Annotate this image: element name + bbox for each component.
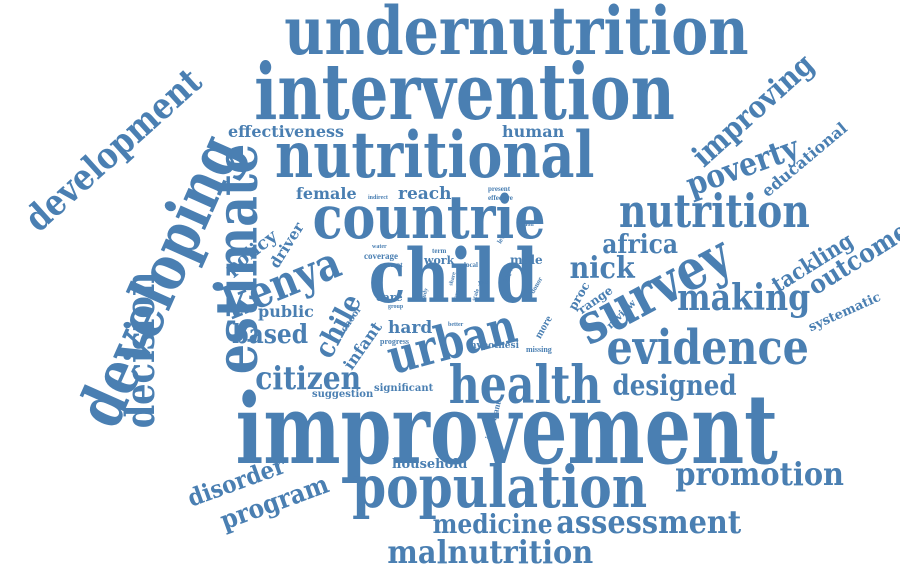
word-child: child bbox=[368, 234, 539, 320]
word-better: better bbox=[448, 322, 464, 328]
word-suggestion: suggestion bbox=[312, 389, 374, 400]
word-based: based bbox=[232, 320, 309, 350]
word-work: work bbox=[424, 254, 455, 267]
word-evidence: evidence bbox=[606, 320, 809, 376]
word-hard: hard bbox=[388, 318, 433, 338]
word-indirect: indirect bbox=[368, 195, 388, 201]
word-medicine: medicine bbox=[432, 510, 553, 540]
word-human: human bbox=[502, 122, 565, 141]
word-intervention: intervention bbox=[254, 47, 675, 138]
word-promotion: promotion bbox=[675, 455, 844, 493]
word-designed: designed bbox=[612, 369, 737, 402]
word-making: making bbox=[677, 277, 811, 319]
word-assessment: assessment bbox=[556, 503, 742, 541]
word-countrie: countrie bbox=[312, 183, 546, 253]
word-significant: significant bbox=[374, 383, 434, 394]
word-effective: effective bbox=[488, 194, 513, 202]
word-undernutrition: undernutrition bbox=[284, 0, 749, 70]
word-public: public bbox=[258, 302, 314, 321]
word-health: health bbox=[448, 355, 602, 416]
word-care: care bbox=[376, 291, 403, 304]
word-citizen: citizen bbox=[255, 359, 362, 397]
word-nutrition: nutrition bbox=[618, 184, 810, 238]
word-present: present bbox=[488, 185, 511, 193]
word-missing: missing bbox=[526, 345, 552, 354]
word-population: population bbox=[352, 453, 648, 521]
word-term: term bbox=[432, 247, 447, 255]
word-reach: reach bbox=[398, 184, 452, 204]
word-water: water bbox=[372, 244, 387, 250]
word-effectiveness: effectiveness bbox=[228, 122, 345, 141]
word-malnutrition: malnutrition bbox=[387, 533, 594, 570]
word-hypothesi: hypothesi bbox=[470, 341, 519, 351]
word-female: female bbox=[296, 184, 357, 203]
word-coverage: coverage bbox=[364, 251, 398, 261]
word-year: year bbox=[478, 280, 490, 286]
word-progress: progress bbox=[380, 337, 410, 346]
word-nutritional: nutritional bbox=[275, 118, 595, 193]
word-male: male bbox=[510, 253, 543, 267]
word-household: household bbox=[392, 457, 468, 472]
word-action: action bbox=[518, 222, 534, 228]
word-local: local bbox=[464, 261, 478, 269]
word-nick: nick bbox=[569, 251, 635, 286]
word-improvement: improvement bbox=[235, 373, 778, 486]
word-recent: recent bbox=[384, 261, 403, 269]
word-africa: africa bbox=[602, 230, 679, 260]
word-group: group bbox=[388, 304, 404, 310]
